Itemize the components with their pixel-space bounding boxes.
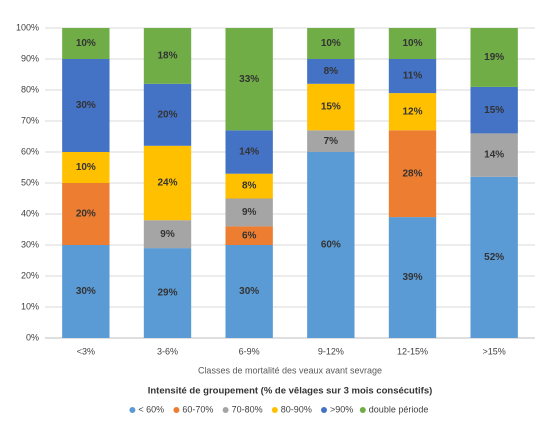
data-label: 52% bbox=[484, 252, 504, 263]
bar-segment bbox=[470, 133, 518, 177]
bar-segment bbox=[225, 198, 273, 227]
data-label: 12% bbox=[402, 106, 422, 117]
data-label: 6% bbox=[242, 230, 257, 241]
data-label: 60% bbox=[321, 240, 341, 251]
y-tick-label: 10% bbox=[21, 301, 39, 311]
bar-segment bbox=[225, 173, 273, 199]
y-tick-label: 20% bbox=[21, 270, 39, 280]
bar-segment bbox=[143, 248, 192, 338]
bar-segment bbox=[470, 86, 518, 134]
bar-segment bbox=[307, 152, 355, 338]
data-label: 10% bbox=[321, 38, 341, 49]
data-label: 20% bbox=[157, 109, 177, 120]
bar-segment bbox=[143, 220, 192, 249]
y-tick-label: 70% bbox=[21, 115, 39, 125]
bar-segment bbox=[388, 130, 437, 218]
legend-marker bbox=[271, 407, 278, 413]
bar-segment bbox=[143, 145, 192, 221]
legend-label: 60-70% bbox=[182, 404, 213, 414]
legend-label: 80-90% bbox=[281, 404, 312, 414]
bar-segment bbox=[307, 28, 355, 59]
data-label: 14% bbox=[239, 147, 259, 158]
data-label: 30% bbox=[239, 286, 259, 297]
y-tick-label: 50% bbox=[21, 177, 39, 187]
data-label: 24% bbox=[157, 178, 177, 189]
data-label: 19% bbox=[484, 52, 504, 63]
legend-marker bbox=[359, 407, 366, 413]
y-tick-label: 80% bbox=[21, 84, 39, 94]
bar-segment bbox=[470, 176, 518, 338]
legend-marker bbox=[222, 407, 229, 413]
y-tick-label: 0% bbox=[26, 332, 39, 342]
y-tick-label: 100% bbox=[16, 22, 39, 32]
x-tick-label: 9-12% bbox=[318, 346, 344, 356]
legend-label: 70-80% bbox=[232, 404, 263, 414]
data-label: 7% bbox=[324, 136, 339, 147]
data-label: 15% bbox=[484, 105, 504, 116]
bar-segment bbox=[388, 28, 437, 59]
x-tick-label: 6-9% bbox=[239, 346, 260, 356]
data-label: 14% bbox=[484, 150, 504, 161]
bar-segment bbox=[225, 28, 273, 131]
x-tick-label: 3-6% bbox=[157, 346, 178, 356]
data-label: 29% bbox=[157, 288, 177, 299]
legend-marker bbox=[129, 407, 136, 413]
legend-label: >90% bbox=[330, 404, 353, 414]
data-label: 39% bbox=[402, 272, 422, 283]
legend-label: < 60% bbox=[138, 404, 164, 414]
legend-marker bbox=[173, 407, 180, 413]
y-tick-label: 60% bbox=[21, 146, 39, 156]
data-label: 8% bbox=[242, 181, 257, 192]
data-label: 8% bbox=[324, 66, 339, 77]
legend-marker bbox=[321, 407, 327, 413]
bar-segment bbox=[225, 226, 273, 245]
data-label: 28% bbox=[402, 168, 422, 179]
bar-segment bbox=[307, 59, 355, 84]
bar-segment bbox=[62, 28, 110, 59]
bar-segment bbox=[225, 245, 273, 338]
bar-segment bbox=[143, 28, 192, 84]
bar-segment bbox=[388, 59, 437, 94]
bar-segment bbox=[307, 130, 355, 152]
bar-segment bbox=[62, 152, 110, 183]
y-tick-label: 90% bbox=[21, 53, 39, 63]
bar-segment bbox=[307, 83, 355, 131]
legend-title: Intensité de groupement (% de vêlages su… bbox=[148, 386, 433, 397]
data-label: 9% bbox=[242, 207, 257, 218]
data-label: 18% bbox=[157, 51, 177, 62]
data-label: 11% bbox=[403, 71, 423, 82]
x-axis-title: Classes de mortalité des veaux avant sev… bbox=[198, 365, 382, 375]
data-label: 30% bbox=[76, 100, 96, 111]
bar-segment bbox=[62, 245, 110, 338]
bar-segment bbox=[388, 217, 437, 338]
y-tick-label: 30% bbox=[21, 239, 39, 249]
bar-segment bbox=[143, 83, 192, 146]
data-label: 30% bbox=[76, 286, 96, 297]
bar-segment bbox=[470, 28, 518, 87]
bar-segment bbox=[388, 93, 437, 131]
x-tick-label: <3% bbox=[77, 346, 95, 356]
bar-segment bbox=[62, 183, 110, 245]
bar-segment bbox=[62, 59, 110, 152]
data-label: 10% bbox=[402, 38, 422, 49]
x-tick-label: 12-15% bbox=[397, 346, 428, 356]
data-label: 15% bbox=[321, 102, 341, 113]
data-label: 10% bbox=[76, 162, 96, 173]
y-tick-label: 40% bbox=[21, 208, 39, 218]
data-label: 33% bbox=[239, 74, 259, 85]
data-label: 9% bbox=[160, 229, 175, 240]
data-label: 10% bbox=[76, 38, 96, 49]
x-tick-label: >15% bbox=[483, 346, 506, 356]
bar-segment bbox=[225, 130, 273, 174]
data-label: 20% bbox=[76, 209, 96, 220]
legend-label: double période bbox=[369, 404, 429, 414]
